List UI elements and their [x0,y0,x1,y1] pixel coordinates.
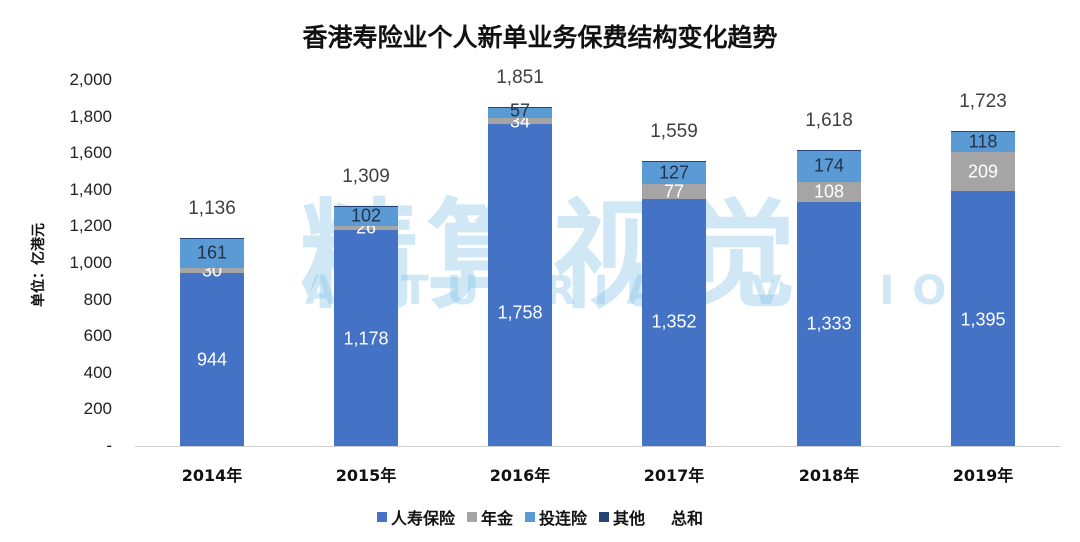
data-label: 77 [663,181,685,202]
total-label: 1,618 [805,109,853,131]
total-label: 1,851 [496,67,544,89]
chart-title: 香港寿险业个人新单业务保费结构变化趋势 [302,23,778,52]
data-label: 57 [509,100,531,121]
bar-segment-annuity [334,225,398,231]
data-label: 161 [196,242,228,263]
y-tick-label: 600 [83,326,112,346]
data-label: 118 [968,131,998,152]
y-tick-label: 200 [83,399,112,419]
y-tick-label: 1,200 [69,216,112,236]
legend-item-other: 其他 [599,505,645,529]
x-tick-label: 2015年 [335,466,397,485]
bar-segment-ilas [797,150,861,183]
y-tick-label: 400 [83,362,112,382]
x-tick-label: 2018年 [798,466,860,485]
data-label: 1,758 [497,302,543,323]
bar-segment-life [488,124,552,446]
data-label: 944 [196,349,228,370]
y-tick-label: 800 [83,289,112,309]
total-label: 1,723 [959,90,1007,112]
bar-segment-annuity [797,182,861,203]
data-label: 209 [967,161,999,182]
data-label: 1,395 [960,309,1006,330]
data-label: 102 [350,205,382,226]
bar-segment-other [642,160,706,162]
y-tick-label: 1,400 [69,179,112,199]
legend-swatch-icon [524,512,535,522]
data-label: 1,178 [343,328,389,349]
legend-swatch-icon [466,512,477,522]
bar-segment-annuity [951,152,1015,191]
legend-label: 人寿保险 [390,509,455,528]
x-tick-label: 2017年 [643,466,705,485]
data-label: 127 [658,162,690,183]
bar-segment-life [797,202,861,446]
legend: 人寿保险 年金 投连险 其他 总和 [0,505,1080,529]
total-label: 1,309 [342,166,390,188]
x-axis-line [135,446,1060,447]
total-label: 1,559 [650,120,698,142]
legend-label: 年金 [480,509,513,528]
data-label: 1,352 [651,311,697,332]
legend-swatch-icon [376,512,387,522]
legend-item-ilas: 投连险 [524,505,587,529]
y-tick-label: 2,000 [69,70,112,89]
legend-label: 其他 [613,509,646,528]
legend-item-life: 人寿保险 [376,505,455,529]
bar-segment-life [951,190,1015,446]
legend-item-annuity: 年金 [466,505,513,529]
x-tick-label: 2016年 [489,466,551,485]
x-tick-label: 2019年 [952,466,1014,485]
bar-segment-life [642,198,706,446]
data-label: 174 [813,155,845,176]
bar-segment-other [797,149,861,151]
bar-segment-other [488,107,552,109]
data-label: 108 [813,181,845,202]
legend-swatch-icon [599,512,609,522]
bar-segment-ilas [180,238,244,268]
x-tick-label: 2014年 [181,466,243,485]
bar-segment-annuity [642,184,706,199]
legend-label: 总和 [671,509,704,528]
y-tick-label: - [106,436,112,455]
bar-segment-annuity [488,118,552,125]
bar-segment-ilas [642,161,706,185]
y-axis-label: 单位：亿港元 [31,223,47,307]
bar-segment-life [334,230,398,446]
bar-segment-other [180,238,244,240]
bar-segment-annuity [180,267,244,274]
legend-label: 投连险 [538,509,587,528]
data-label: 1,333 [806,313,852,334]
bar-segment-life [180,273,244,446]
total-label: 1,136 [188,198,236,220]
y-tick-label: 1,000 [69,253,112,272]
bar-segment-other [334,206,398,208]
bar-segment-other [951,130,1015,132]
y-tick-label: 1,600 [69,143,112,163]
y-tick-label: 1,800 [69,106,112,126]
bar-segment-ilas [488,107,552,119]
bar-segment-ilas [951,130,1015,153]
legend-item-total: 总和 [671,505,703,529]
bar-segment-ilas [334,207,398,226]
